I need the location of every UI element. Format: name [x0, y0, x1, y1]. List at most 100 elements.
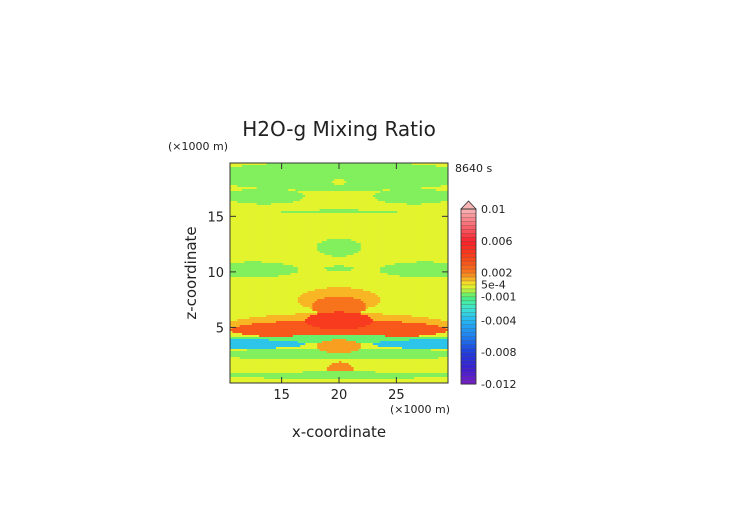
- heat-cell: [377, 171, 381, 174]
- heat-cell: [433, 245, 437, 248]
- heat-cell: [421, 235, 425, 238]
- heat-cell: [288, 261, 292, 264]
- heat-cell: [244, 231, 248, 234]
- heat-cell: [314, 267, 318, 270]
- heat-cell: [380, 251, 384, 254]
- heat-cell: [406, 269, 410, 272]
- heat-cell: [346, 205, 350, 208]
- heat-cell: [268, 251, 272, 254]
- heat-cell: [295, 235, 299, 238]
- heat-cell: [414, 165, 418, 168]
- heat-cell: [239, 233, 243, 236]
- heat-cell: [290, 203, 294, 206]
- heat-cell: [290, 241, 294, 244]
- heat-cell: [317, 181, 321, 184]
- heat-cell: [242, 235, 246, 238]
- heat-cell: [283, 183, 287, 186]
- heat-cell: [254, 229, 258, 232]
- heat-cell: [358, 251, 362, 254]
- heat-cell: [234, 173, 238, 176]
- heat-cell: [409, 205, 413, 208]
- heat-cell: [285, 187, 289, 190]
- heat-cell: [343, 211, 347, 214]
- heat-cell: [244, 267, 248, 270]
- heat-cell: [428, 259, 432, 262]
- heat-cell: [290, 163, 294, 166]
- heat-cell: [401, 179, 405, 182]
- heat-cell: [324, 227, 328, 230]
- heat-cell: [292, 183, 296, 186]
- heat-cell: [411, 173, 415, 176]
- heat-cell: [355, 177, 359, 180]
- heat-cell: [290, 207, 294, 210]
- heat-cell: [324, 265, 328, 268]
- heat-cell: [326, 175, 330, 178]
- heat-cell: [232, 217, 236, 220]
- heat-cell: [358, 271, 362, 274]
- heat-cell: [440, 197, 444, 200]
- heat-cell: [418, 265, 422, 268]
- heat-cell: [256, 183, 260, 186]
- heat-cell: [353, 233, 357, 236]
- heat-cell: [300, 251, 304, 254]
- heat-cell: [363, 267, 367, 270]
- heat-cell: [288, 167, 292, 170]
- heat-cell: [278, 173, 282, 176]
- heat-cell: [324, 205, 328, 208]
- heat-cell: [254, 215, 258, 218]
- heat-cell: [322, 263, 325, 266]
- heat-cell: [348, 171, 352, 174]
- heat-cell: [278, 185, 282, 188]
- heat-cell: [360, 187, 364, 190]
- heat-cell: [348, 179, 352, 182]
- heat-cell: [358, 199, 362, 202]
- heat-cell: [324, 225, 328, 228]
- heat-cell: [278, 195, 282, 198]
- heat-cell: [377, 199, 381, 202]
- heat-cell: [314, 199, 318, 202]
- heat-cell: [230, 269, 233, 272]
- heat-cell: [401, 241, 405, 244]
- heat-cell: [237, 243, 241, 246]
- heat-cell: [435, 259, 439, 262]
- heat-cell: [305, 273, 309, 276]
- heat-cell: [387, 189, 391, 192]
- heat-cell: [271, 217, 275, 220]
- heat-cell: [443, 165, 447, 168]
- heat-cell: [319, 261, 323, 264]
- heat-cell: [343, 261, 347, 264]
- heat-cell: [433, 271, 437, 274]
- heat-cell: [394, 233, 398, 236]
- heat-cell: [438, 175, 442, 178]
- heat-cell: [346, 233, 350, 236]
- heat-cell: [232, 267, 236, 270]
- heat-cell: [263, 253, 267, 256]
- heat-cell: [401, 231, 405, 234]
- heat-cell: [309, 163, 313, 166]
- heat-cell: [251, 235, 255, 238]
- heat-cell: [385, 177, 388, 180]
- heat-cell: [392, 249, 396, 252]
- heat-cell: [244, 207, 248, 210]
- heat-cell: [278, 235, 282, 238]
- heat-cell: [423, 241, 427, 244]
- heat-cell: [285, 165, 289, 168]
- heat-cell: [302, 259, 306, 262]
- heat-cell: [336, 193, 340, 196]
- heat-cell: [261, 179, 265, 182]
- heat-cell: [343, 259, 347, 262]
- heat-cell: [312, 201, 316, 204]
- heat-cell: [440, 217, 444, 220]
- heat-cell: [322, 235, 325, 238]
- heat-cell: [339, 243, 342, 246]
- heat-cell: [317, 179, 321, 182]
- heat-cell: [399, 163, 403, 166]
- heat-cell: [414, 223, 418, 226]
- heat-cell: [268, 231, 272, 234]
- heat-cell: [261, 165, 265, 168]
- heat-cell: [288, 229, 292, 232]
- heat-cell: [239, 179, 243, 182]
- heat-cell: [363, 211, 367, 214]
- heat-cell: [239, 205, 243, 208]
- heat-cell: [343, 237, 347, 240]
